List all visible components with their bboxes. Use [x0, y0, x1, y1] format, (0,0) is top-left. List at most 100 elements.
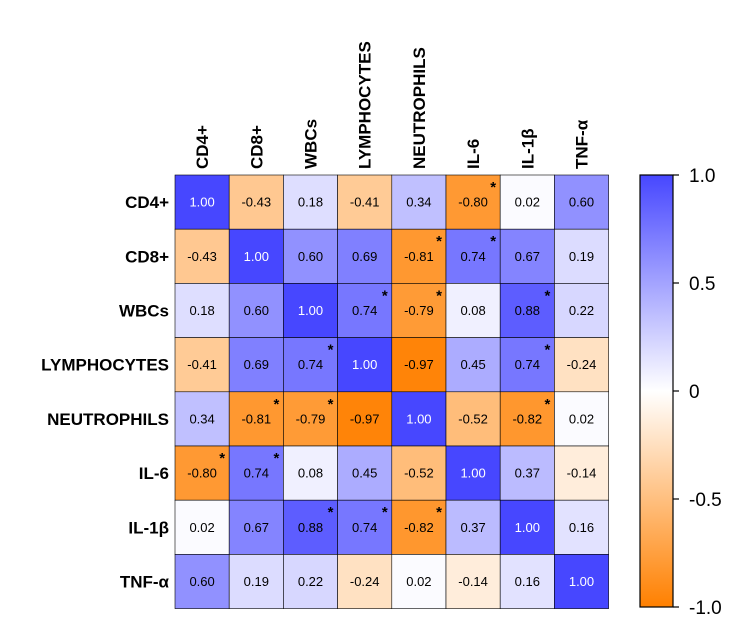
cell-value-r5-c5: 1.00	[460, 466, 485, 481]
cell-value-r6-c3: 0.74	[352, 520, 377, 535]
heatmap-cell-r7-c4	[391, 554, 447, 609]
heatmap-cell-values: 1.00 -0.43 0.18 -0.41 0.34 -0.80 0.02 0.60 -0.43…	[187, 195, 596, 589]
cell-value-r5-c0: -0.80	[187, 466, 217, 481]
heatmap-cell-r4-c7	[554, 391, 609, 447]
cell-value-r3-c4: -0.97	[404, 357, 434, 372]
cell-value-r5-c6: 0.37	[515, 466, 540, 481]
heatmap-cell-r0-c3	[337, 174, 393, 230]
significance-star-r2-c6: *	[544, 287, 550, 304]
significance-star-r4-c2: *	[328, 396, 334, 413]
cell-value-r3-c3: 1.00	[352, 357, 377, 372]
heatmap-cell-r4-c5	[445, 391, 501, 447]
heatmap-cell-r6-c5	[445, 499, 501, 555]
cell-value-r3-c6: 0.74	[515, 357, 540, 372]
column-labels: CD4+ CD8+ WBCs LYMPHOCYTES NEUTROPHILS IL-6 IL…	[193, 41, 591, 169]
heatmap-cell-r4-c6	[499, 391, 555, 447]
cell-value-r7-c7: 1.00	[569, 574, 594, 589]
cell-value-r2-c1: 0.60	[244, 303, 269, 318]
heatmap-cell-r2-c7	[554, 283, 609, 338]
colorbar-tick-label-4: -1.0	[689, 598, 722, 619]
cell-value-r7-c3: -0.24	[350, 574, 380, 589]
cell-value-r0-c6: 0.02	[515, 195, 540, 210]
cell-value-r5-c3: 0.45	[352, 466, 377, 481]
row-label-cd4: CD4+	[125, 193, 169, 212]
row-label-wbcs: WBCs	[119, 302, 169, 321]
heatmap-cell-r0-c5	[445, 174, 501, 230]
cell-value-r1-c2: 0.60	[298, 249, 323, 264]
heatmap-cell-r2-c4	[391, 283, 447, 338]
column-label-cd4: CD4+	[193, 125, 212, 169]
cell-value-r7-c1: 0.19	[244, 574, 269, 589]
heatmap-cell-r7-c0	[174, 554, 230, 609]
cell-value-r1-c6: 0.67	[515, 249, 540, 264]
cell-value-r3-c0: -0.41	[187, 357, 217, 372]
cell-value-r3-c7: -0.24	[567, 357, 597, 372]
heatmap-cell-r1-c1	[228, 228, 284, 284]
significance-star-r4-c1: *	[273, 396, 279, 413]
heatmap-cell-r0-c1	[228, 174, 284, 230]
cell-value-r3-c5: 0.45	[460, 357, 485, 372]
cell-value-r7-c4: 0.02	[406, 574, 431, 589]
significance-star-r3-c6: *	[544, 342, 550, 359]
column-label-neutrophils: NEUTROPHILS	[410, 47, 429, 169]
heatmap-cell-r3-c2	[283, 337, 338, 393]
heatmap-cell-r4-c4	[391, 391, 447, 447]
column-label-il-1: IL-1β	[518, 128, 537, 169]
heatmap-cell-r2-c1	[228, 283, 284, 338]
cell-value-r3-c1: 0.69	[244, 357, 269, 372]
cell-value-r1-c0: -0.43	[187, 249, 217, 264]
colorbar: 1.0 0.5 0 -0.5 -1.0	[639, 166, 722, 619]
heatmap-cell-r6-c1	[228, 499, 284, 555]
cell-value-r1-c5: 0.74	[460, 249, 485, 264]
significance-star-r6-c2: *	[328, 504, 334, 521]
heatmap-cell-r7-c1	[228, 554, 284, 609]
heatmap-cell-r5-c5	[445, 445, 501, 501]
row-label-il-6: IL-6	[139, 464, 169, 483]
heatmap-cell-r1-c5	[445, 228, 501, 284]
heatmap-cell-r5-c1	[228, 445, 284, 501]
cell-value-r6-c0: 0.02	[189, 520, 214, 535]
significance-star-r4-c6: *	[544, 396, 550, 413]
heatmap-cell-r6-c2	[283, 499, 338, 555]
cell-value-r0-c2: 0.18	[298, 195, 323, 210]
cell-value-r4-c1: -0.81	[241, 411, 271, 426]
heatmap-cell-r7-c3	[337, 554, 393, 609]
heatmap-cell-r0-c0	[174, 174, 230, 230]
heatmap-cell-r7-c5	[445, 554, 501, 609]
colorbar-tick-label-1: 0.5	[689, 274, 715, 295]
heatmap-cell-r6-c7	[554, 499, 609, 555]
column-label-lymphocytes: LYMPHOCYTES	[356, 41, 375, 169]
heatmap-cell-r5-c4	[391, 445, 447, 501]
heatmap-cell-r2-c6	[499, 283, 555, 338]
cell-value-r1-c7: 0.19	[569, 249, 594, 264]
column-label-wbcs: WBCs	[302, 119, 321, 169]
cell-value-r2-c3: 0.74	[352, 303, 377, 318]
row-label-lymphocytes: LYMPHOCYTES	[41, 356, 169, 375]
cell-value-r2-c5: 0.08	[460, 303, 485, 318]
significance-star-r5-c1: *	[273, 450, 279, 467]
cell-value-r4-c7: 0.02	[569, 411, 594, 426]
heatmap-cell-r1-c3	[337, 228, 393, 284]
significance-star-r6-c3: *	[382, 504, 388, 521]
cell-value-r4-c6: -0.82	[512, 411, 542, 426]
heatmap-cell-r5-c2	[283, 445, 338, 501]
cell-value-r1-c1: 1.00	[244, 249, 269, 264]
heatmap-cell-r5-c6	[499, 445, 555, 501]
cell-value-r7-c5: -0.14	[458, 574, 488, 589]
heatmap-cells	[174, 174, 609, 609]
colorbar-gradient	[639, 174, 674, 608]
cell-value-r0-c1: -0.43	[241, 195, 271, 210]
cell-value-r5-c2: 0.08	[298, 466, 323, 481]
heatmap-cell-r3-c4	[391, 337, 447, 393]
cell-value-r4-c5: -0.52	[458, 411, 488, 426]
colorbar-tick-label-2: 0	[689, 382, 700, 403]
row-label-neutrophils: NEUTROPHILS	[47, 410, 169, 429]
cell-value-r2-c0: 0.18	[189, 303, 214, 318]
heatmap-cell-r2-c0	[174, 283, 230, 338]
cell-value-r2-c6: 0.88	[515, 303, 540, 318]
cell-value-r4-c2: -0.79	[296, 411, 326, 426]
heatmap-cell-r2-c2	[283, 283, 338, 338]
heatmap-cell-r2-c5	[445, 283, 501, 338]
column-label-cd8: CD8+	[247, 125, 266, 169]
heatmap-cell-r2-c3	[337, 283, 393, 338]
